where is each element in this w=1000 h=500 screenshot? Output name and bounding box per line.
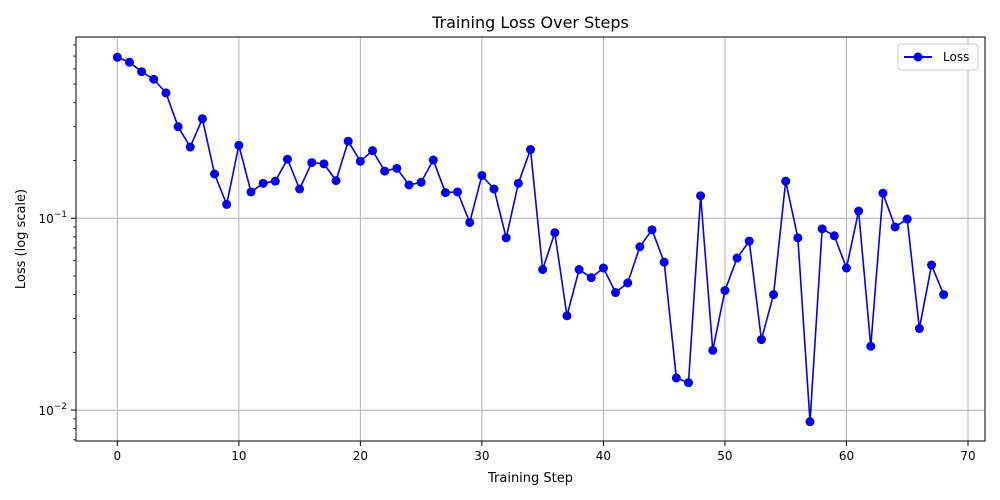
data-point [890,222,900,232]
data-point [234,140,244,150]
data-point [453,187,463,197]
data-point [902,214,912,224]
data-point [732,253,742,263]
data-point [355,156,365,166]
data-point [295,184,305,194]
x-axis: 0 10 20 30 40 50 60 70 [113,441,976,463]
data-point [197,114,207,124]
data-point [866,341,876,351]
data-point [392,163,402,173]
data-point [829,231,839,241]
data-point [586,273,596,283]
data-point [270,176,280,186]
data-point [744,236,754,246]
data-point [307,158,317,168]
data-point [878,188,888,198]
data-point [526,145,535,155]
x-tick-label: 0 [113,449,121,463]
x-tick-label: 10 [231,449,246,463]
x-tick-label: 60 [839,449,854,463]
data-point [841,263,851,273]
legend-marker-swatch [913,52,923,62]
x-tick-label: 20 [353,449,368,463]
data-point [246,187,256,197]
data-point [368,146,378,156]
series-line-loss [117,56,945,423]
data-point [671,373,681,383]
data-point [659,257,669,267]
x-tick-label: 70 [960,449,975,463]
data-point [708,345,718,355]
data-point [696,191,706,201]
data-point [404,180,414,190]
data-point [319,159,329,169]
data-point [489,184,499,194]
y-axis-label: Loss (log scale) [14,189,29,289]
chart-title: Training Loss Over Steps [431,13,629,32]
legend-box [897,43,979,71]
data-point [222,199,232,209]
data-point [793,233,803,243]
data-point [428,155,438,165]
data-point [331,176,341,186]
data-point [756,335,766,345]
data-point [611,288,621,298]
legend-label: Loss [943,50,969,64]
data-point [343,136,353,146]
legend: Loss [897,43,979,71]
data-point [173,122,183,132]
data-point [720,286,730,296]
data-point [781,176,791,186]
plot-frame [75,36,986,442]
data-point [513,178,523,188]
x-tick-label: 50 [717,449,732,463]
data-point [124,57,134,67]
data-point [927,260,937,270]
x-tick-label: 30 [474,449,489,463]
data-point [623,278,633,288]
data-point [854,206,864,216]
data-point [112,52,122,62]
data-point [683,378,693,388]
series-layer [112,52,949,427]
data-point [550,228,560,238]
data-point [769,290,779,300]
data-point [380,166,390,176]
data-point [939,290,949,300]
y-tick-label: 10−1 [38,210,67,226]
data-point [137,67,147,77]
y-tick-label: 10−2 [38,402,67,418]
data-point [440,188,450,198]
data-point [817,224,827,234]
data-point [258,178,268,188]
x-axis-label: Training Step [487,471,573,486]
data-point [647,225,657,235]
data-point [635,242,645,252]
grid-layer [76,37,985,441]
data-point [598,263,608,273]
data-point [282,154,292,164]
data-point [914,324,924,334]
data-point [501,233,511,243]
data-point [161,88,171,98]
data-point [477,170,487,180]
data-point [465,217,475,227]
data-point [574,265,584,275]
y-axis: 10−2 10−1 [38,44,76,441]
data-point [185,142,195,152]
data-point [538,265,548,275]
data-point [149,74,159,84]
data-point [562,311,572,321]
data-point [210,169,220,179]
data-point [416,177,426,187]
x-tick-label: 40 [596,449,611,463]
data-point [805,417,815,427]
